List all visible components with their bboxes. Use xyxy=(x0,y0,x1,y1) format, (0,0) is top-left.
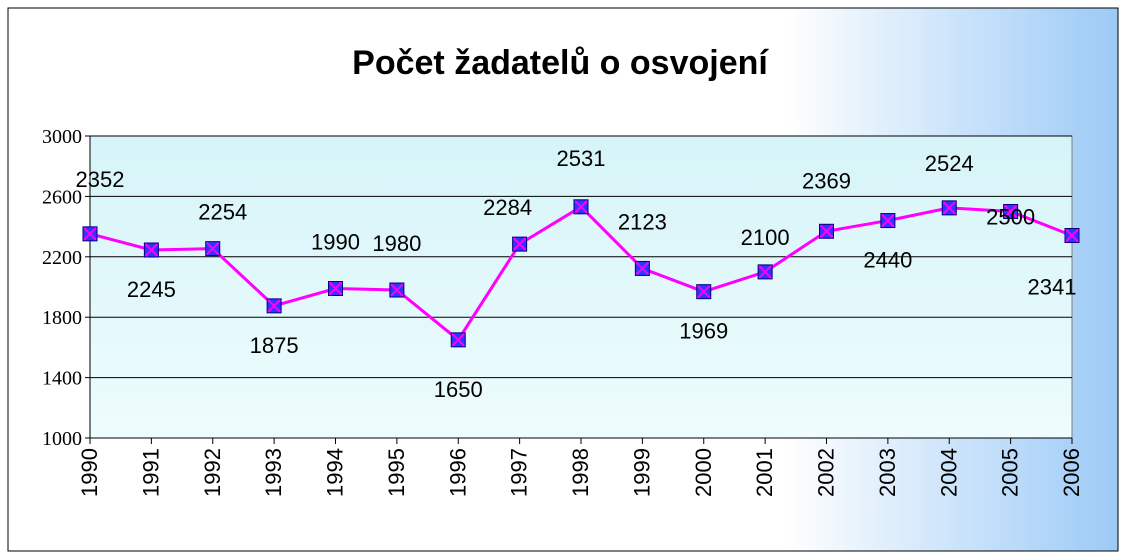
x-tick-label: 2006 xyxy=(1059,448,1084,497)
x-tick-label: 1995 xyxy=(384,448,409,497)
x-tick-label: 1990 xyxy=(77,448,102,497)
data-label: 2100 xyxy=(741,225,790,250)
marker xyxy=(328,281,343,297)
data-label: 2440 xyxy=(863,248,912,273)
data-label: 2531 xyxy=(557,146,606,171)
x-tick-label: 1994 xyxy=(323,448,348,497)
y-tick-label: 2600 xyxy=(42,186,82,208)
marker xyxy=(941,200,957,216)
x-tick-label: 1992 xyxy=(200,448,225,497)
data-label: 2352 xyxy=(76,167,125,192)
data-label: 1875 xyxy=(250,333,299,358)
data-label: 2245 xyxy=(127,277,176,302)
data-label: 1650 xyxy=(434,377,483,402)
marker-cross xyxy=(267,299,281,313)
y-tick-label: 2200 xyxy=(42,247,82,269)
x-tick-label: 2002 xyxy=(814,448,839,497)
marker-cross xyxy=(144,243,159,257)
data-label: 1990 xyxy=(311,230,360,255)
marker xyxy=(389,282,405,298)
chart-title: Počet žadatelů o osvojení xyxy=(352,44,769,82)
marker-cross xyxy=(819,224,834,238)
x-tick-label: 1998 xyxy=(568,448,593,497)
marker-cross xyxy=(635,261,650,276)
y-tick-label: 1400 xyxy=(42,368,82,390)
x-tick-label: 2005 xyxy=(998,448,1023,497)
x-tick-label: 1996 xyxy=(445,448,470,497)
marker-cross xyxy=(942,201,956,215)
marker-cross xyxy=(512,237,527,251)
data-label: 2254 xyxy=(198,200,247,225)
marker xyxy=(512,236,528,252)
marker-cross xyxy=(758,265,772,279)
data-label: 2500 xyxy=(986,205,1035,230)
marker xyxy=(266,298,282,314)
marker-cross xyxy=(206,241,220,256)
data-label: 2284 xyxy=(483,195,532,220)
data-label: 2123 xyxy=(618,209,667,234)
marker-cross xyxy=(574,200,588,214)
data-label: 1980 xyxy=(372,231,421,256)
marker xyxy=(819,223,834,239)
y-tick-label: 1800 xyxy=(42,307,82,329)
x-tick-label: 1991 xyxy=(138,448,163,497)
x-tick-label: 2004 xyxy=(936,448,961,497)
marker xyxy=(450,332,466,348)
data-label: 2341 xyxy=(1028,275,1077,300)
marker xyxy=(757,264,773,280)
marker xyxy=(1003,204,1019,219)
x-tick-label: 2000 xyxy=(691,448,716,497)
marker xyxy=(880,213,896,229)
marker xyxy=(82,226,98,242)
data-label: 2524 xyxy=(925,151,974,176)
marker xyxy=(143,242,159,258)
marker xyxy=(634,260,650,276)
marker-cross xyxy=(1065,228,1079,243)
marker xyxy=(573,199,589,215)
marker-cross xyxy=(697,284,711,299)
marker-cross xyxy=(328,281,343,296)
x-tick-label: 2003 xyxy=(875,448,900,497)
data-label: 1969 xyxy=(679,319,728,344)
y-tick-label: 1000 xyxy=(42,428,82,450)
x-tick-label: 2001 xyxy=(752,448,777,497)
y-tick-label: 3000 xyxy=(42,126,82,148)
marker-cross xyxy=(451,333,465,347)
marker xyxy=(205,241,221,257)
x-tick-label: 1997 xyxy=(507,448,532,497)
marker-cross xyxy=(1003,204,1018,219)
marker-cross xyxy=(881,213,895,228)
data-label: 2369 xyxy=(802,168,851,193)
marker xyxy=(696,284,712,300)
marker xyxy=(1064,228,1080,244)
marker-cross xyxy=(83,227,97,241)
plot-area xyxy=(89,135,1073,439)
marker-cross xyxy=(390,283,404,297)
x-tick-label: 1999 xyxy=(629,448,654,497)
x-tick-label: 1993 xyxy=(261,448,286,497)
